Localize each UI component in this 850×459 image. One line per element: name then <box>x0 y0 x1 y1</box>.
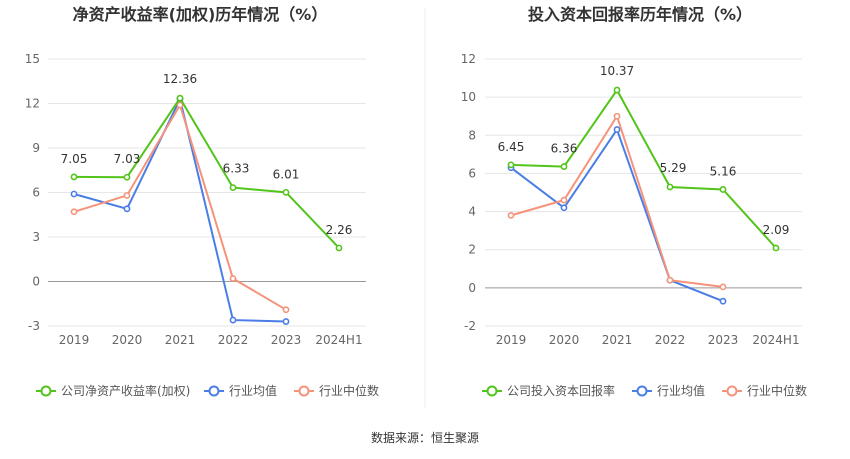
legend-item[interactable]: 公司净资产收益率(加权) <box>36 383 190 398</box>
data-point <box>282 318 290 325</box>
data-label: 5.29 <box>660 161 687 175</box>
data-point <box>229 316 237 324</box>
y-tick-label: 4 <box>468 205 476 219</box>
x-tick-label: 2024H1 <box>752 333 799 347</box>
legend-marker <box>486 385 498 397</box>
roic-chart-panel: 投入资本回报率历年情况（%） -2 0 2 4 6 8 10 12 2019 2020 2021 202… <box>461 5 807 398</box>
data-label: 7.05 <box>61 152 88 166</box>
data-point <box>666 183 674 191</box>
y-tick-label: 8 <box>468 128 476 142</box>
data-label: 12.36 <box>163 72 197 86</box>
y-tick-label: 6 <box>32 186 40 200</box>
data-point <box>176 94 184 102</box>
data-point <box>70 208 78 216</box>
legend-item[interactable]: 行业均值 <box>204 383 277 398</box>
data-label: 2.26 <box>326 223 353 237</box>
data-point <box>772 244 780 252</box>
legend-marker <box>298 385 310 397</box>
legend-label: 行业均值 <box>229 383 277 398</box>
data-label: 6.36 <box>551 142 578 156</box>
legend-marker <box>208 385 220 397</box>
source-note: 数据来源：恒生聚源 <box>371 430 479 445</box>
data-point <box>70 190 78 198</box>
series-line <box>73 102 287 311</box>
legend-item[interactable]: 行业中位数 <box>294 383 379 398</box>
data-point <box>719 297 727 305</box>
data-point <box>666 276 674 284</box>
legend-item[interactable]: 行业中位数 <box>722 383 807 398</box>
data-label: 10.37 <box>600 64 634 78</box>
data-point <box>613 112 621 120</box>
y-tick-label: -2 <box>464 319 476 333</box>
data-point <box>282 306 290 314</box>
data-label: 6.01 <box>273 167 300 181</box>
x-tick-label: 2023 <box>708 333 739 347</box>
legend-label: 行业均值 <box>657 383 705 398</box>
x-tick-label: 2019 <box>59 333 90 347</box>
legend-label: 行业中位数 <box>319 383 379 398</box>
data-label: 5.16 <box>710 164 737 178</box>
data-point <box>613 126 621 133</box>
data-point <box>176 101 184 109</box>
y-tick-label: 9 <box>32 141 40 155</box>
x-tick-label: 2022 <box>655 333 686 347</box>
data-point <box>719 283 727 291</box>
series-line <box>73 96 340 249</box>
legend-label: 公司净资产收益率(加权) <box>61 383 190 398</box>
x-tick-label: 2021 <box>602 333 633 347</box>
legend-marker <box>726 385 738 397</box>
legend-item[interactable]: 行业均值 <box>632 383 705 398</box>
data-point <box>335 244 343 252</box>
series-line <box>510 88 777 249</box>
data-label: 7.03 <box>114 152 141 166</box>
chart-title: 投入资本回报率历年情况（%） <box>528 5 752 24</box>
legend-label: 公司投入资本回报率 <box>507 383 615 398</box>
y-tick-label: 6 <box>468 166 476 180</box>
data-point <box>507 161 515 169</box>
legend-label: 行业中位数 <box>747 383 807 398</box>
data-point <box>613 86 621 94</box>
legend-marker <box>40 385 52 397</box>
data-label: 2.09 <box>763 223 790 237</box>
data-label: 6.45 <box>498 140 525 154</box>
y-tick-label: 2 <box>468 243 476 257</box>
y-tick-label: 12 <box>461 52 476 66</box>
x-tick-label: 2019 <box>496 333 527 347</box>
y-tick-label: -3 <box>28 319 40 333</box>
data-point <box>719 186 727 193</box>
data-label: 6.33 <box>223 162 250 176</box>
x-tick-label: 2020 <box>549 333 580 347</box>
data-point <box>229 184 237 192</box>
y-tick-label: 10 <box>461 90 476 104</box>
data-point <box>560 204 568 212</box>
series-line <box>510 113 724 288</box>
y-tick-label: 12 <box>25 97 40 111</box>
y-tick-label: 15 <box>25 52 40 66</box>
series-line <box>73 96 287 323</box>
legend-item[interactable]: 公司投入资本回报率 <box>482 383 615 398</box>
x-tick-label: 2022 <box>218 333 249 347</box>
roe-chart-panel: 净资产收益率(加权)历年情况（%） -3 0 3 6 9 12 15 2019 2020 2021 2… <box>25 5 379 398</box>
data-point <box>560 196 568 204</box>
y-tick-label: 0 <box>468 281 476 295</box>
chart-title: 净资产收益率(加权)历年情况（%） <box>73 5 328 24</box>
data-point <box>123 205 131 213</box>
x-tick-label: 2020 <box>112 333 143 347</box>
x-tick-label: 2024H1 <box>315 333 362 347</box>
x-tick-label: 2021 <box>165 333 196 347</box>
legend-marker <box>636 385 648 397</box>
y-tick-label: 0 <box>32 275 40 289</box>
data-point <box>123 192 131 199</box>
y-tick-label: 3 <box>32 230 40 244</box>
data-point <box>70 173 78 181</box>
x-tick-label: 2023 <box>271 333 302 347</box>
data-point <box>229 275 237 282</box>
data-point <box>560 163 568 170</box>
data-point <box>507 211 515 219</box>
data-point <box>123 173 131 181</box>
data-point <box>282 188 290 196</box>
series-line <box>510 127 724 303</box>
